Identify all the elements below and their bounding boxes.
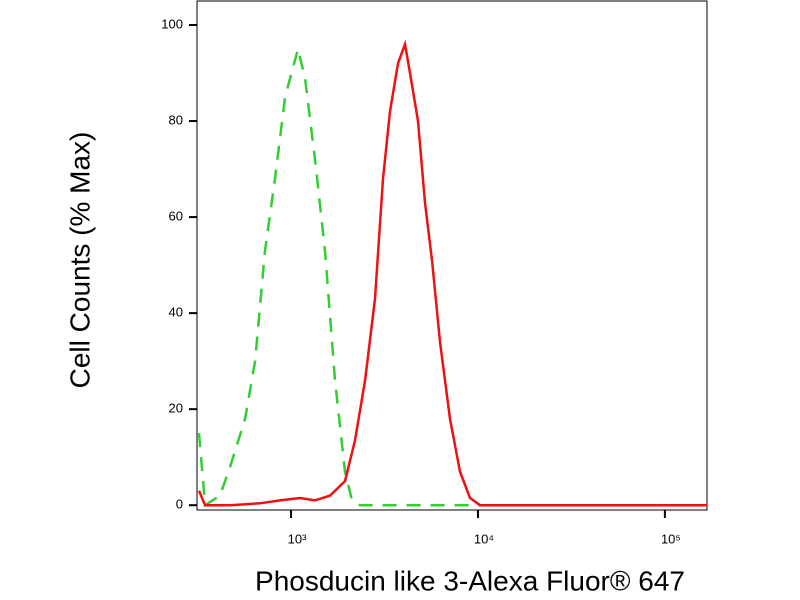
y-tick-label: 80 <box>169 112 183 127</box>
x-tick-label: 10⁴ <box>474 531 494 546</box>
x-axis-label: Phosducin like 3-Alexa Fluor® 647 <box>255 565 685 596</box>
y-tick-label: 60 <box>169 209 183 224</box>
y-tick-label: 100 <box>161 16 183 31</box>
y-axis-label: Cell Counts (% Max) <box>64 132 95 389</box>
series-line <box>197 48 707 508</box>
x-tick-label: 10⁵ <box>661 531 681 546</box>
y-tick-label: 0 <box>176 497 183 512</box>
series-line <box>197 39 707 507</box>
x-tick-label: 10³ <box>288 531 307 546</box>
y-tick-label: 40 <box>169 305 183 320</box>
y-tick-label: 20 <box>169 401 183 416</box>
plot-frame <box>196 0 708 511</box>
